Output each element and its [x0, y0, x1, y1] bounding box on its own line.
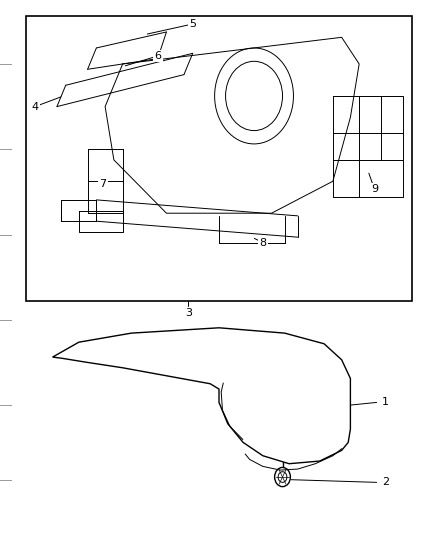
Text: 9: 9	[371, 184, 378, 194]
Text: 1: 1	[382, 398, 389, 407]
Text: 7: 7	[99, 179, 106, 189]
Text: 4: 4	[32, 102, 39, 111]
Bar	[26, 16, 412, 301]
PathPatch shape	[53, 328, 350, 464]
Text: 3: 3	[185, 309, 192, 318]
Text: 5: 5	[189, 19, 196, 29]
Text: 8: 8	[259, 238, 266, 247]
Text: 6: 6	[154, 51, 161, 61]
Text: 2: 2	[382, 478, 389, 487]
